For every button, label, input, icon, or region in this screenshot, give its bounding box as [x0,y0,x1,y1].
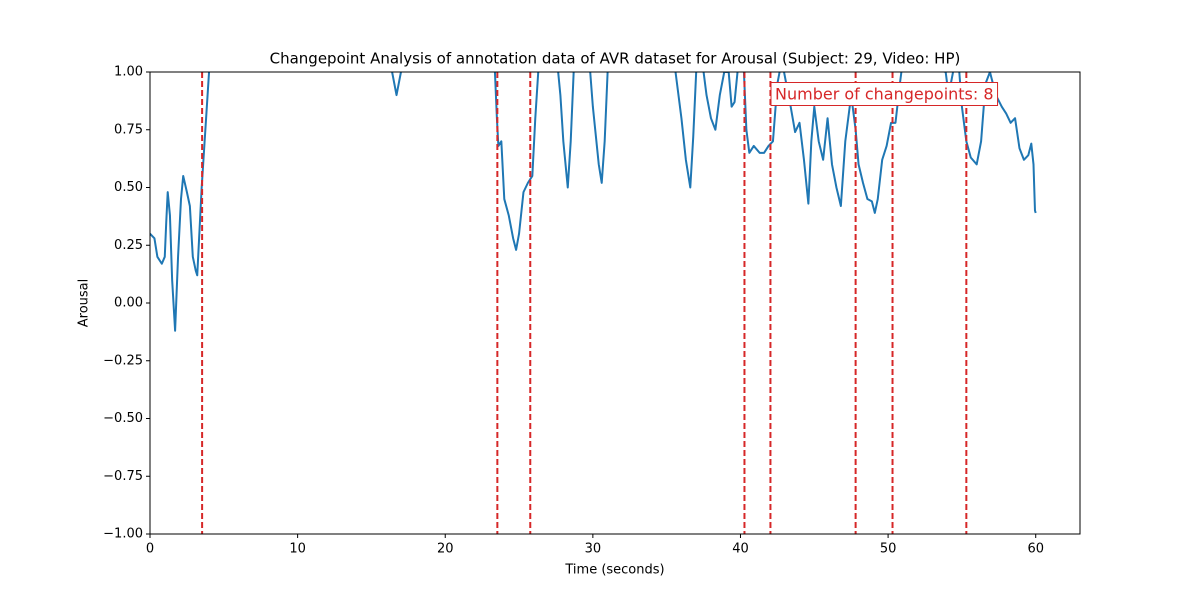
plot-area [150,72,1037,534]
y-tick-label: 0.75 [114,122,143,137]
y-tick-label: 0.50 [114,180,143,195]
y-tick-label: −0.25 [103,353,143,368]
x-tick-label: 60 [1027,542,1044,557]
x-tick-label: 0 [146,542,154,557]
annotation-box [770,82,999,106]
y-axis-label: Arousal [77,279,92,328]
y-tick-label: −1.00 [103,527,143,542]
x-axis-label: Time (seconds) [564,563,664,578]
axes-frame [149,71,1081,535]
annotation: Number of changepoints: 8 [775,85,994,104]
y-tick-label: −0.75 [103,469,143,484]
y-tick-label: 0.00 [114,296,143,311]
x-tick-label: 30 [585,542,602,557]
x-tick-label: 20 [437,542,454,557]
y-tick-label: −0.50 [103,411,143,426]
chart-title: Changepoint Analysis of annotation data … [270,50,961,68]
x-tick-label: 40 [732,542,749,557]
y-tick-label: 1.00 [114,65,143,80]
x-tick-label: 10 [289,542,306,557]
x-tick-label: 50 [880,542,897,557]
y-tick-label: 0.25 [114,238,143,253]
data-line [150,72,1037,332]
